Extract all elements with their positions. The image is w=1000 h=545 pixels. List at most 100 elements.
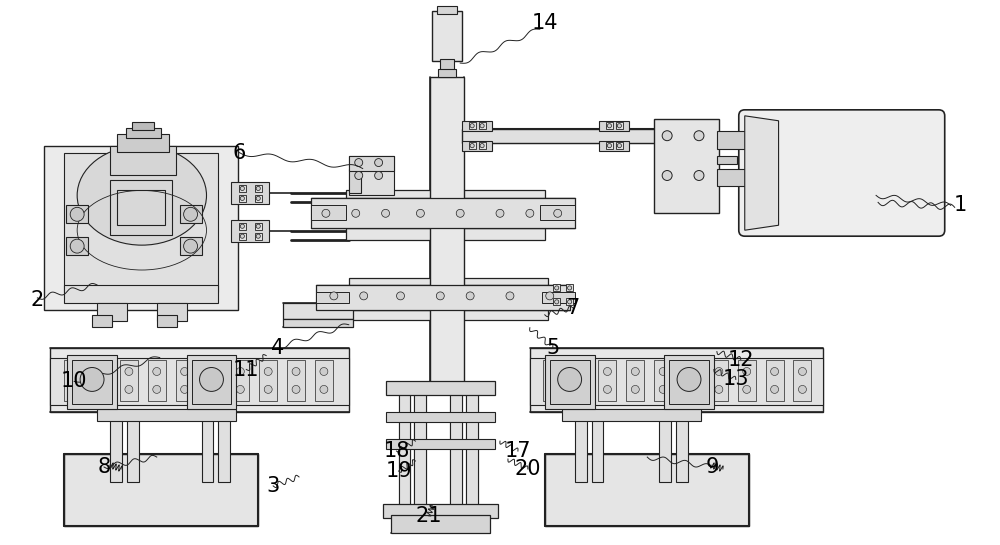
Circle shape (236, 385, 244, 393)
Bar (462, 141, 492, 150)
Bar (180, 237, 202, 255)
Circle shape (264, 367, 272, 376)
Text: 9: 9 (705, 457, 719, 477)
Circle shape (240, 234, 244, 238)
Bar (542, 292, 575, 303)
Circle shape (322, 209, 330, 217)
Circle shape (80, 367, 104, 391)
Circle shape (320, 367, 328, 376)
Circle shape (576, 385, 584, 393)
Circle shape (456, 209, 464, 217)
Circle shape (416, 209, 424, 217)
Bar (120, 360, 138, 401)
Bar (430, 77, 464, 385)
Bar (543, 360, 561, 401)
Circle shape (69, 385, 77, 393)
Text: 8: 8 (97, 457, 111, 477)
Bar (110, 146, 176, 175)
Bar (530, 348, 823, 412)
Bar (231, 220, 269, 242)
Bar (255, 195, 262, 202)
Bar (127, 412, 139, 482)
Circle shape (181, 367, 189, 376)
Text: 20: 20 (515, 459, 541, 479)
Bar (283, 319, 353, 326)
Bar (599, 121, 629, 131)
Ellipse shape (77, 146, 207, 245)
Circle shape (771, 367, 779, 376)
Bar (349, 168, 361, 193)
Circle shape (240, 196, 244, 201)
Bar (606, 142, 613, 149)
Bar (598, 360, 616, 401)
Bar (682, 360, 700, 401)
Circle shape (470, 124, 474, 128)
Circle shape (292, 385, 300, 393)
Bar (346, 190, 545, 240)
Bar (717, 131, 745, 149)
Bar (92, 360, 110, 401)
Bar (566, 284, 573, 292)
Text: 7: 7 (566, 298, 579, 318)
Circle shape (330, 292, 338, 300)
Bar (553, 284, 560, 292)
Bar (462, 129, 661, 143)
Bar (386, 439, 495, 449)
Bar (562, 409, 701, 421)
Bar (202, 412, 213, 482)
Bar (432, 11, 462, 61)
Bar (654, 119, 719, 213)
Bar (176, 360, 194, 401)
Bar (157, 303, 187, 321)
Bar (72, 360, 112, 404)
Circle shape (554, 209, 562, 217)
Bar (383, 504, 498, 518)
Circle shape (506, 292, 514, 300)
Circle shape (662, 171, 672, 180)
Circle shape (355, 172, 363, 179)
Circle shape (184, 207, 198, 221)
Bar (391, 515, 490, 532)
Bar (469, 122, 476, 129)
Text: 14: 14 (532, 13, 558, 33)
Circle shape (659, 367, 667, 376)
Bar (717, 156, 737, 163)
Bar (117, 134, 169, 152)
Bar (126, 128, 161, 138)
Circle shape (743, 385, 751, 393)
Bar (659, 412, 671, 482)
Circle shape (607, 124, 612, 128)
Bar (316, 285, 570, 310)
Bar (545, 355, 595, 409)
Circle shape (352, 209, 360, 217)
Circle shape (687, 367, 695, 376)
Circle shape (526, 209, 534, 217)
Circle shape (662, 131, 672, 141)
Bar (710, 360, 728, 401)
Bar (793, 360, 811, 401)
Circle shape (208, 385, 216, 393)
Circle shape (292, 367, 300, 376)
Circle shape (382, 209, 390, 217)
Bar (64, 285, 218, 303)
Bar (231, 360, 249, 401)
Circle shape (153, 367, 161, 376)
Text: 17: 17 (505, 441, 531, 461)
Bar (110, 180, 172, 235)
Circle shape (256, 196, 260, 201)
Circle shape (715, 367, 723, 376)
Bar (571, 360, 589, 401)
Bar (97, 303, 127, 321)
Bar (283, 303, 353, 319)
Bar (386, 382, 495, 395)
Bar (67, 355, 117, 409)
Bar (148, 360, 166, 401)
Circle shape (397, 292, 404, 300)
Circle shape (240, 186, 244, 191)
Bar (316, 292, 349, 303)
Bar (50, 348, 349, 412)
Circle shape (181, 385, 189, 393)
Circle shape (548, 385, 556, 393)
Bar (575, 412, 587, 482)
Circle shape (236, 367, 244, 376)
